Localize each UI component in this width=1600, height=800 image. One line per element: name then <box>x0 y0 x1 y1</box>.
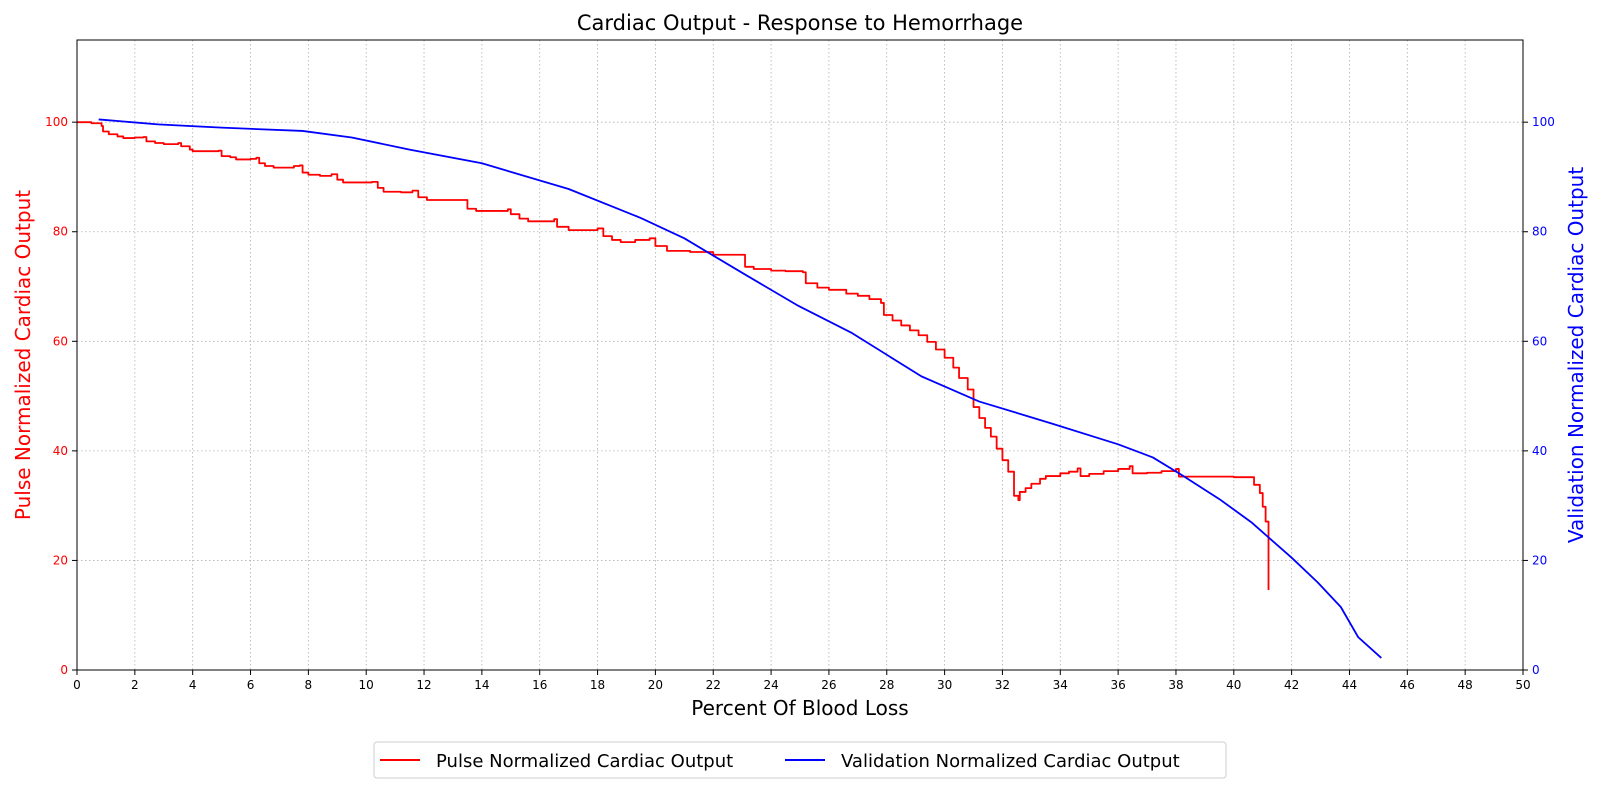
y-left-tick-label: 20 <box>53 553 68 567</box>
y-left-tick-label: 60 <box>53 334 68 348</box>
x-tick-label: 16 <box>532 678 547 692</box>
x-tick-label: 36 <box>1110 678 1125 692</box>
x-tick-label: 42 <box>1284 678 1299 692</box>
x-tick-label: 22 <box>706 678 721 692</box>
x-tick-label: 34 <box>1053 678 1068 692</box>
x-tick-label: 20 <box>648 678 663 692</box>
y-right-tick-label: 80 <box>1532 225 1547 239</box>
x-tick-label: 6 <box>247 678 255 692</box>
y-left-tick-label: 0 <box>60 663 68 677</box>
x-tick-label: 44 <box>1342 678 1357 692</box>
x-axis: 0 2 4 6 8 10 12 14 16 18 20 22 24 26 28 30 32 34 36 38 40 42 4… <box>73 670 1531 692</box>
x-tick-label: 10 <box>359 678 374 692</box>
x-tick-label: 28 <box>879 678 894 692</box>
x-tick-label: 8 <box>305 678 313 692</box>
y-axis-right: 0 20 40 60 80 100 <box>1523 115 1555 677</box>
legend-label-validation: Validation Normalized Cardiac Output <box>841 751 1180 772</box>
y-axis-right-label: Validation Normalized Cardiac Output <box>1564 167 1588 543</box>
y-right-tick-label: 0 <box>1532 663 1540 677</box>
chart-title: Cardiac Output - Response to Hemorrhage <box>577 11 1023 35</box>
x-tick-label: 12 <box>416 678 431 692</box>
y-right-tick-label: 100 <box>1532 115 1555 129</box>
y-left-tick-label: 80 <box>53 225 68 239</box>
y-right-tick-label: 60 <box>1532 334 1547 348</box>
legend: Pulse Normalized Cardiac Output Validati… <box>373 741 1227 779</box>
x-tick-label: 32 <box>995 678 1010 692</box>
legend-label-pulse: Pulse Normalized Cardiac Output <box>436 751 733 772</box>
x-tick-label: 24 <box>763 678 778 692</box>
x-tick-label: 30 <box>937 678 952 692</box>
plot-area-frame <box>76 39 1524 671</box>
y-right-tick-label: 40 <box>1532 444 1547 458</box>
x-tick-label: 40 <box>1226 678 1241 692</box>
y-axis-left-label: Pulse Normalized Cardiac Output <box>11 190 35 520</box>
y-left-tick-label: 100 <box>45 115 68 129</box>
x-tick-label: 0 <box>73 678 81 692</box>
series-line-pulse <box>77 121 1270 591</box>
x-tick-label: 50 <box>1515 678 1530 692</box>
x-tick-label: 2 <box>131 678 139 692</box>
x-tick-label: 4 <box>189 678 197 692</box>
x-tick-label: 38 <box>1168 678 1183 692</box>
y-left-tick-label: 40 <box>53 444 68 458</box>
series-line-validation <box>98 118 1382 659</box>
x-tick-label: 26 <box>821 678 836 692</box>
x-tick-label: 18 <box>590 678 605 692</box>
y-axis-left: 0 20 40 60 80 100 <box>45 115 77 677</box>
x-tick-label: 48 <box>1458 678 1473 692</box>
x-axis-label: Percent Of Blood Loss <box>691 696 908 720</box>
y-right-tick-label: 20 <box>1532 553 1547 567</box>
x-tick-label: 46 <box>1400 678 1415 692</box>
x-tick-label: 14 <box>474 678 489 692</box>
grid-layer <box>77 40 1523 670</box>
series-layer <box>77 118 1382 659</box>
